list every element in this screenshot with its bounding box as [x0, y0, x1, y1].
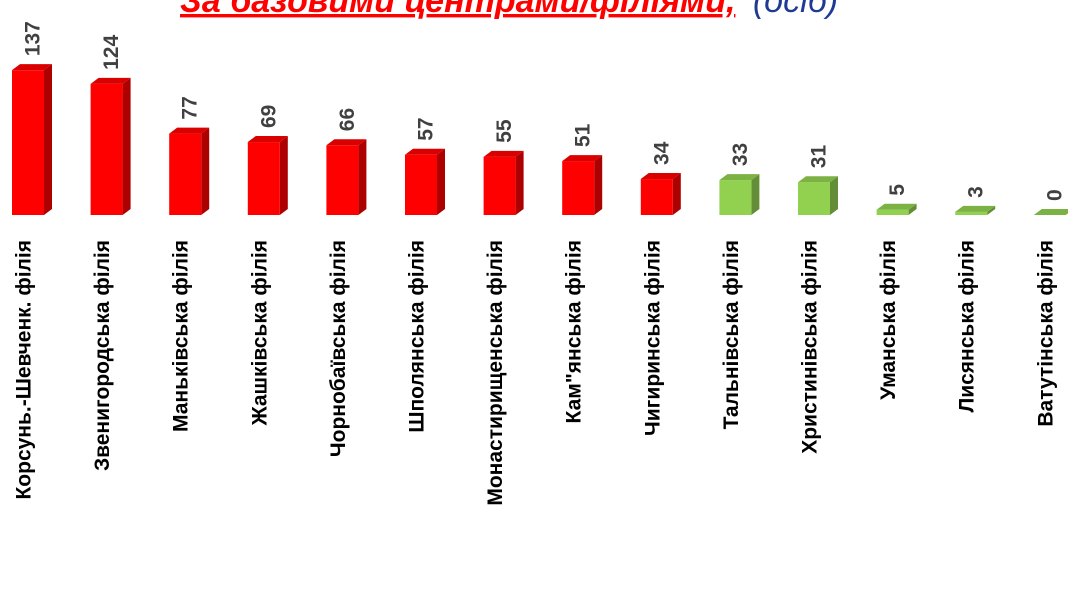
- value-label: 66: [336, 108, 359, 131]
- bar-top: [483, 150, 524, 157]
- x-tick-label: Тальнівська філія: [720, 240, 743, 429]
- bar-top: [955, 205, 996, 212]
- value-label: 33: [729, 143, 752, 166]
- bar-top: [640, 173, 681, 180]
- value-label: 124: [100, 35, 123, 70]
- x-tick-label: Шполянська філія: [406, 240, 429, 433]
- bar-side: [751, 174, 760, 215]
- value-label: 57: [415, 117, 438, 140]
- x-tick-label: Ватутінська філія: [1034, 240, 1057, 427]
- bar: [12, 70, 44, 216]
- bar-top: [719, 174, 760, 181]
- bar: [640, 179, 673, 215]
- bar: [483, 156, 516, 215]
- bar-top: [90, 77, 131, 84]
- x-tick-label: Маньківська філія: [170, 240, 193, 432]
- bar-side: [279, 136, 288, 215]
- bar-top: [405, 148, 445, 155]
- x-tick-label: Монастирищенська філія: [484, 240, 507, 506]
- value-label: 31: [808, 145, 831, 169]
- bar-side: [44, 64, 52, 216]
- x-tick-label: Христинівська філія: [799, 240, 822, 454]
- value-label: 69: [257, 105, 280, 128]
- chart-title-note: (осіб): [753, 0, 838, 20]
- bar-side: [437, 148, 445, 215]
- bar: [169, 133, 202, 215]
- chart-title: За базовими центрами/філіями,: [180, 0, 735, 20]
- bar: [798, 182, 830, 215]
- value-label: 5: [886, 184, 909, 196]
- value-label: 51: [572, 123, 595, 147]
- bar-top: [247, 136, 288, 143]
- bar: [955, 211, 988, 215]
- bar-side: [672, 173, 681, 215]
- bar: [562, 161, 595, 215]
- value-label: 0: [1043, 189, 1066, 201]
- bar-side: [987, 205, 996, 215]
- bar-top: [798, 176, 838, 183]
- bar-top: [169, 127, 210, 134]
- x-tick-label: Уманська філія: [877, 240, 900, 400]
- bar-top: [1033, 209, 1068, 215]
- x-tick-label: Чигиринська філія: [641, 240, 664, 436]
- value-label: 77: [179, 96, 202, 119]
- bar: [326, 145, 359, 215]
- value-label: 55: [493, 119, 516, 143]
- bar-side: [515, 150, 524, 215]
- x-tick-label: Жашківська філія: [248, 240, 271, 426]
- x-tick-label: Корсунь.-Шевченк. філія: [13, 240, 36, 500]
- bar: [405, 154, 437, 215]
- value-label: 3: [965, 186, 988, 198]
- bar-side: [830, 176, 838, 215]
- bar-side: [594, 155, 603, 215]
- bar: [719, 180, 752, 215]
- bar-top: [12, 64, 52, 71]
- bar-top: [876, 203, 917, 210]
- x-tick-label: Звенигородська філія: [91, 240, 114, 471]
- bar-side: [358, 139, 367, 215]
- bar: [90, 83, 123, 216]
- bar: [247, 142, 280, 215]
- x-tick-label: Лисянська філія: [956, 240, 979, 413]
- value-label: 34: [650, 141, 673, 165]
- value-label: 137: [22, 21, 45, 56]
- bar-side: [201, 127, 210, 215]
- bar-top: [326, 139, 367, 146]
- bar: [876, 209, 909, 215]
- x-tick-label: Кам"янська філія: [563, 240, 586, 423]
- chart-title-group: За базовими центрами/філіями, (осіб): [180, 0, 838, 20]
- bar-side: [122, 77, 131, 216]
- x-tick-label: Чорнобаївська філія: [327, 240, 350, 457]
- bar-top: [562, 155, 603, 162]
- bar-side: [908, 203, 917, 215]
